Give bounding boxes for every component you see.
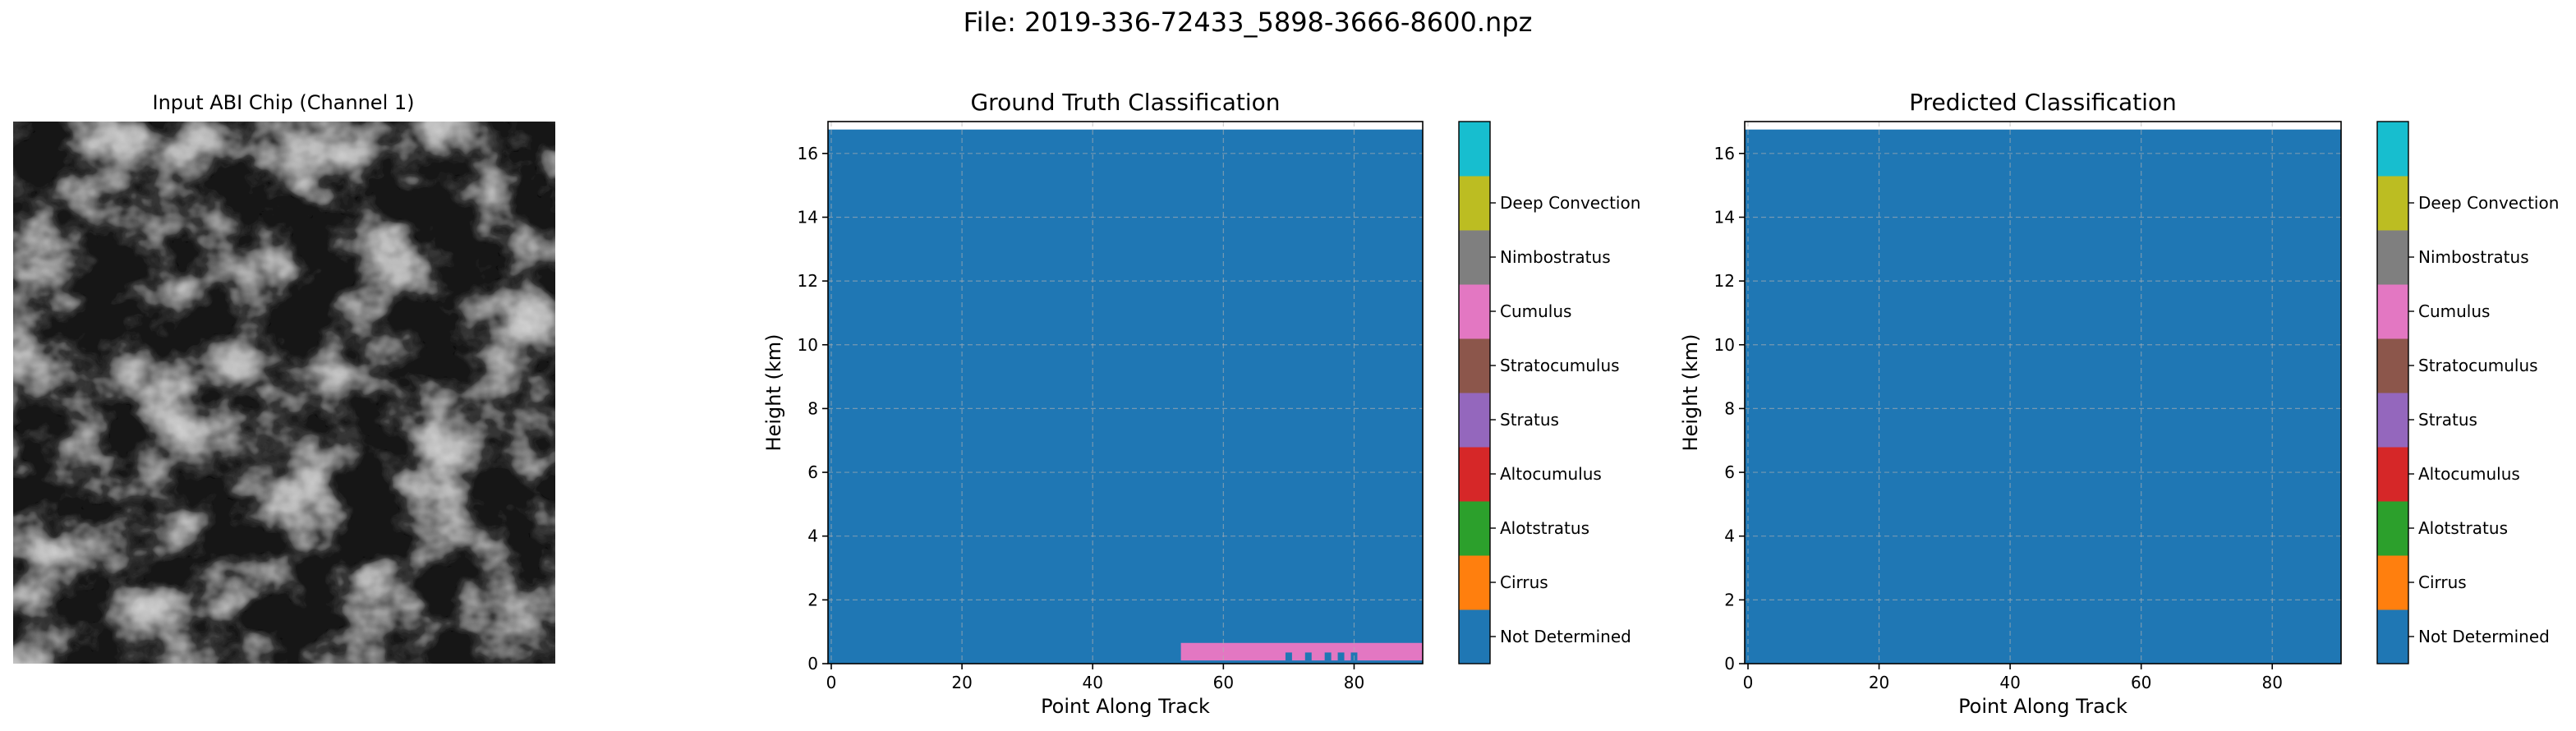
input-panel-title: Input ABI Chip (Channel 1): [152, 91, 414, 114]
x-tick-label: 0: [1743, 673, 1754, 692]
x-axis-label: Point Along Track: [1958, 695, 2128, 718]
colorbar-label: Stratocumulus: [2418, 356, 2538, 375]
colorbar-label: Stratocumulus: [1500, 356, 1620, 375]
colorbar: Not Determined Cirrus Alotstratus Altocumul…: [2376, 121, 2559, 664]
colorbar-label: Stratus: [2418, 410, 2477, 430]
heatmap-gap: [1285, 652, 1292, 661]
colorbar-label: Alotstratus: [1500, 518, 1589, 538]
y-tick-label: 4: [1724, 526, 1735, 546]
colorbar: Not Determined Cirrus Alotstratus Altocumul…: [1458, 121, 1640, 664]
predicted-panel: 0 20 40 60 80 0 2 4 6 8 10 12 14 16 Predicted Classifi…: [1679, 89, 2559, 718]
x-axis-label: Point Along Track: [1041, 695, 1210, 718]
heatmap-background: [1745, 129, 2341, 664]
colorbar-label: Deep Convection: [2418, 193, 2559, 213]
colorbar-segment: [1459, 176, 1490, 231]
colorbar-label: Nimbostratus: [2418, 247, 2529, 267]
colorbar-label: Cirrus: [2418, 572, 2467, 592]
colorbar-segment: [2377, 501, 2408, 556]
y-tick-label: 10: [1714, 335, 1735, 355]
y-tick-label: 6: [807, 462, 818, 482]
colorbar-segment: [2377, 122, 2408, 177]
colorbar-label: Cirrus: [1500, 572, 1548, 592]
colorbar-label: Altocumulus: [2418, 464, 2520, 484]
colorbar-segment: [1459, 609, 1490, 664]
colorbar-label: Alotstratus: [2418, 518, 2508, 538]
colorbar-segment: [2377, 393, 2408, 448]
colorbar-segment: [2377, 176, 2408, 231]
chart-title: Predicted Classification: [1909, 89, 2177, 116]
colorbar-segment: [1459, 555, 1490, 610]
colorbar-segment: [1459, 393, 1490, 448]
colorbar-segment: [1459, 338, 1490, 393]
colorbar-segment: [2377, 284, 2408, 339]
y-tick-label: 8: [807, 398, 818, 418]
colorbar-segment: [1459, 122, 1490, 177]
x-tick-label: 0: [826, 673, 837, 692]
heatmap-background: [828, 129, 1423, 664]
colorbar-label: Stratus: [1500, 410, 1559, 430]
colorbar-label: Deep Convection: [1500, 193, 1640, 213]
colorbar-label: Not Determined: [2418, 627, 2550, 646]
axes-frame: [1744, 121, 2342, 664]
colorbar-segment: [2377, 447, 2408, 502]
y-tick-label: 12: [798, 271, 818, 291]
heatmap-region: [1180, 642, 1423, 661]
heatmap-gap: [1337, 652, 1345, 661]
x-tick-label: 20: [1869, 673, 1889, 692]
colorbar-label: Nimbostratus: [1500, 247, 1611, 267]
colorbar-segment: [2377, 555, 2408, 610]
heatmap-gap: [1324, 652, 1332, 661]
colorbar-label: Not Determined: [1500, 627, 1631, 646]
y-tick-label: 0: [1724, 654, 1735, 674]
heatmap-gap: [1304, 652, 1312, 661]
colorbar-label: Cumulus: [1500, 301, 1571, 321]
y-axis-label: Height (km): [762, 334, 785, 452]
y-tick-label: 2: [1724, 590, 1735, 609]
y-tick-label: 2: [807, 590, 818, 609]
colorbar-frame: [1458, 121, 1491, 664]
colorbar-segment: [2377, 609, 2408, 664]
figure-suptitle: File: 2019-336-72433_5898-3666-8600.npz: [964, 7, 1533, 38]
colorbar-segment: [1459, 230, 1490, 285]
y-tick-label: 4: [807, 526, 818, 546]
x-tick-label: 80: [1344, 673, 1364, 692]
colorbar-segment: [1459, 284, 1490, 339]
chart-title: Ground Truth Classification: [970, 89, 1280, 116]
colorbar-label: Cumulus: [2418, 301, 2490, 321]
ground-truth-panel: 0 20 40 60 80 0 2 4 6 8 10 12 14 16 Ground Truth Class…: [762, 89, 1640, 718]
x-tick-label: 40: [1999, 673, 2020, 692]
x-tick-label: 60: [2131, 673, 2151, 692]
y-tick-label: 16: [798, 144, 818, 163]
y-tick-label: 14: [1714, 207, 1735, 227]
colorbar-frame: [2376, 121, 2409, 664]
input-abi-image: [13, 122, 555, 664]
y-tick-label: 6: [1724, 462, 1735, 482]
y-tick-label: 8: [1724, 398, 1735, 418]
y-tick-label: 12: [1714, 271, 1735, 291]
y-tick-label: 0: [807, 654, 818, 674]
y-tick-label: 10: [798, 335, 818, 355]
x-tick-label: 20: [951, 673, 972, 692]
colorbar-segment: [1459, 447, 1490, 502]
y-axis-label: Height (km): [1679, 334, 1702, 452]
colorbar-segment: [2377, 338, 2408, 393]
colorbar-segment: [2377, 230, 2408, 285]
y-tick-label: 16: [1714, 144, 1735, 163]
y-tick-label: 14: [798, 207, 818, 227]
colorbar-segment: [1459, 501, 1490, 556]
input-panel: Input ABI Chip (Channel 1): [13, 91, 555, 664]
x-tick-label: 80: [2262, 673, 2283, 692]
x-tick-label: 60: [1213, 673, 1234, 692]
axes-frame: [827, 121, 1424, 664]
x-tick-label: 40: [1082, 673, 1102, 692]
colorbar-label: Altocumulus: [1500, 464, 1602, 484]
